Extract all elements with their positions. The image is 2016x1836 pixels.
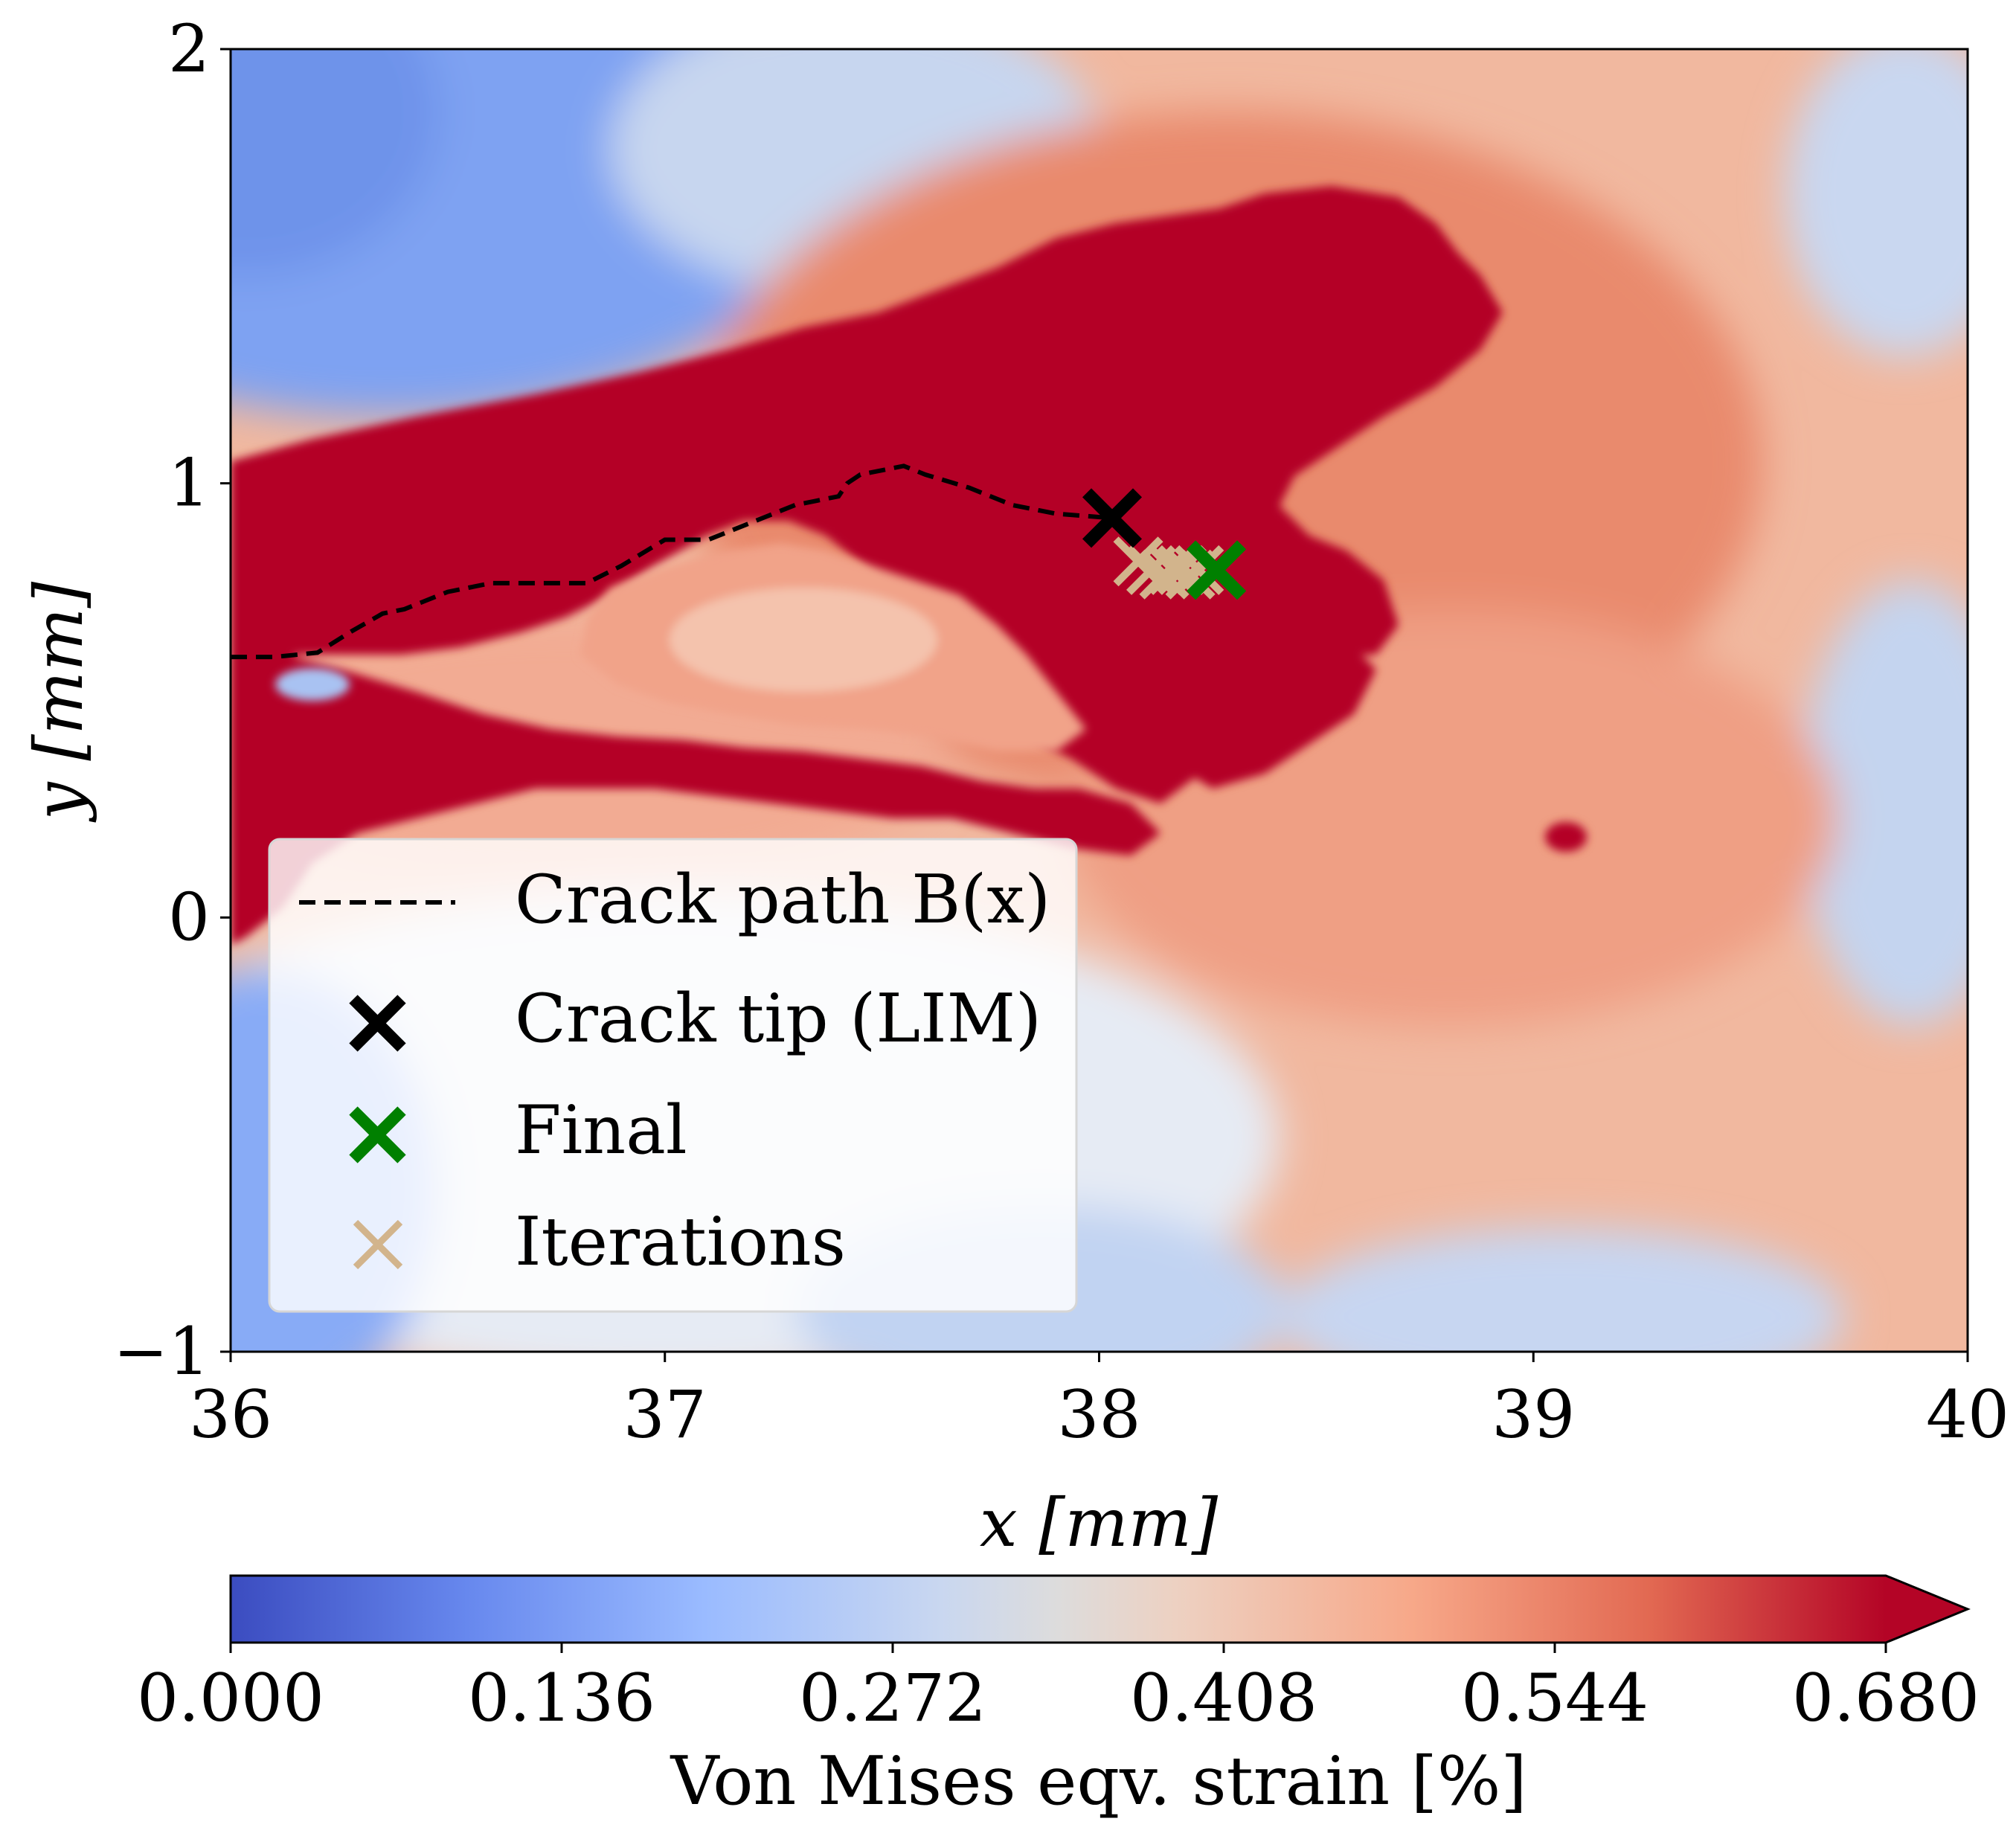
crack-path-line bbox=[231, 463, 1113, 660]
saturated-band-lower-arm bbox=[231, 647, 1161, 945]
x-axis-ticks: 36 37 38 39 40 bbox=[189, 1352, 2009, 1453]
y-axis-ticks: −1 0 1 2 bbox=[113, 10, 231, 1390]
legend-box bbox=[268, 838, 1078, 1313]
y-tick-label: 1 bbox=[168, 445, 210, 521]
legend-swatch-crack-tip bbox=[349, 995, 406, 1052]
colorbar-tick-label: 0.000 bbox=[137, 1660, 324, 1736]
y-tick-label: 2 bbox=[168, 10, 210, 87]
x-tick-label: 37 bbox=[623, 1376, 707, 1453]
colorbar-ticks: 0.000 0.136 0.272 0.408 0.544 0.680 bbox=[137, 1643, 1980, 1736]
inner-pocket bbox=[275, 543, 1086, 751]
data-overlays bbox=[231, 463, 1247, 660]
legend: Crack path B(x) Crack tip (LIM) Final It… bbox=[268, 838, 1078, 1313]
colorbar-tick-label: 0.408 bbox=[1130, 1660, 1317, 1736]
region-right-cool-2 bbox=[1800, 580, 1968, 1027]
iteration-marker bbox=[1174, 545, 1224, 595]
legend-label-final: Final bbox=[515, 1091, 687, 1169]
region-upper-left-cool-2 bbox=[231, 49, 439, 275]
saturated-band-pocket bbox=[1161, 625, 1376, 789]
x-tick-label: 40 bbox=[1926, 1376, 2009, 1453]
inner-pocket-light bbox=[670, 588, 937, 692]
x-tick-label: 36 bbox=[189, 1376, 272, 1453]
y-axis-label: y [mm] bbox=[20, 581, 98, 823]
legend-swatch-iterations bbox=[353, 1219, 403, 1270]
x-axis-label: x [mm] bbox=[980, 1484, 1219, 1562]
colorbar-tick-label: 0.136 bbox=[468, 1660, 655, 1736]
legend-label-iterations: Iterations bbox=[515, 1203, 846, 1281]
x-tick-label: 39 bbox=[1492, 1376, 1575, 1453]
crack-tip-marker bbox=[1082, 488, 1143, 548]
legend-swatch-final bbox=[349, 1106, 406, 1163]
legend-label-crack-tip: Crack tip (LIM) bbox=[515, 980, 1041, 1058]
colorbar-label: Von Mises eqv. strain [%] bbox=[670, 1742, 1527, 1820]
saturated-band bbox=[231, 186, 1587, 945]
colorbar-tick-label: 0.680 bbox=[1792, 1660, 1980, 1736]
inner-pocket-blue bbox=[275, 668, 350, 701]
colorbar: 0.000 0.136 0.272 0.408 0.544 0.680 Von Mises… bbox=[137, 1574, 1980, 1820]
colorbar-extend-arrow bbox=[1886, 1576, 1968, 1643]
final-marker bbox=[1187, 540, 1247, 600]
saturated-band-upper bbox=[231, 186, 1503, 803]
saturated-spot-right bbox=[1545, 822, 1587, 852]
y-tick-label: −1 bbox=[113, 1313, 210, 1390]
colorbar-gradient bbox=[231, 1576, 1886, 1643]
colorbar-tick-label: 0.544 bbox=[1461, 1660, 1649, 1736]
colorbar-tick-label: 0.272 bbox=[799, 1660, 986, 1736]
region-bottom-right-cool bbox=[1280, 1227, 1845, 1352]
y-tick-label: 0 bbox=[168, 879, 210, 955]
region-right-cool bbox=[1785, 49, 1968, 357]
x-tick-label: 38 bbox=[1058, 1376, 1141, 1453]
colorbar-outline bbox=[229, 1574, 1971, 1644]
legend-label-crack-path: Crack path B(x) bbox=[515, 861, 1050, 939]
